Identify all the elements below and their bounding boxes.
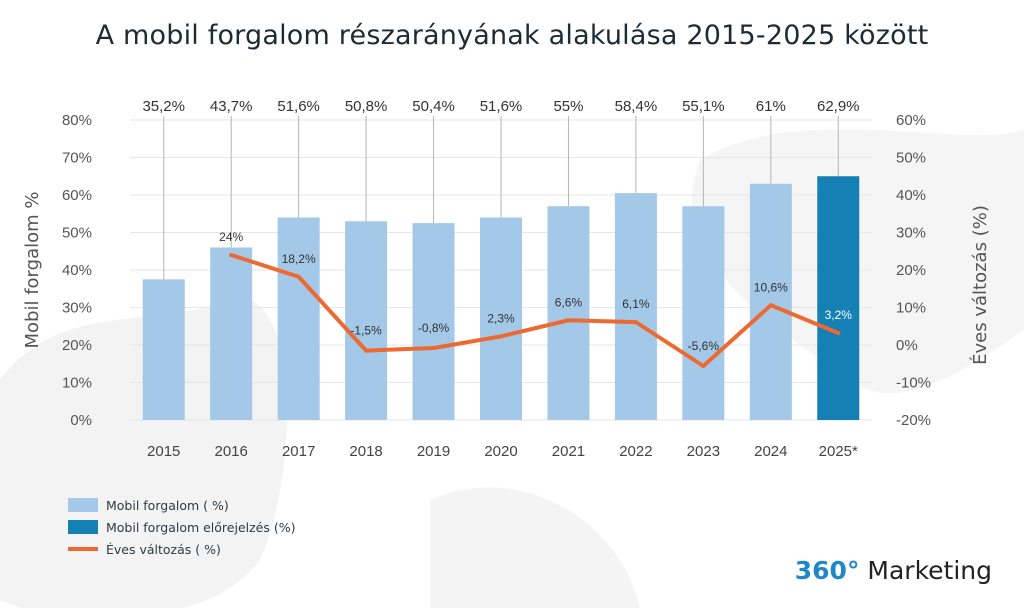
bar: [277, 217, 320, 420]
y-left-tick-label: 40%: [62, 262, 92, 279]
line-data-label: -1,5%: [350, 324, 382, 338]
bar: [142, 279, 185, 420]
x-tick-label: 2025*: [819, 443, 858, 460]
legend-swatch-bar: [68, 498, 98, 512]
y-left-tick-label: 60%: [62, 187, 92, 204]
line-data-label: -0,8%: [418, 321, 450, 335]
legend-item-change: Éves változás ( %): [68, 538, 296, 560]
bar-top-label: 43,7%: [210, 98, 253, 115]
y-right-tick-label: 60%: [896, 112, 926, 129]
bar-top-label: 61%: [756, 98, 786, 115]
x-tick-label: 2016: [214, 443, 247, 460]
x-tick-label: 2019: [417, 443, 450, 460]
legend-item-mobile: Mobil forgalom ( %): [68, 494, 296, 516]
bar: [412, 223, 455, 420]
y-left-tick-label: 30%: [62, 300, 92, 317]
legend-label: Mobil forgalom előrejelzés (%): [106, 519, 296, 535]
line-point: [296, 274, 301, 279]
bar: [210, 247, 253, 420]
y-right-tick-label: -10%: [896, 375, 931, 392]
bar: [480, 217, 522, 420]
y-left-tick-label: 0%: [70, 412, 92, 429]
y-left-tick-label: 80%: [62, 112, 92, 129]
line-data-label: 3,2%: [825, 308, 853, 322]
brand-word: Marketing: [859, 556, 992, 585]
x-tick-label: 2024: [754, 443, 787, 460]
bar-top-label: 50,4%: [412, 98, 455, 115]
y-right-tick-label: -20%: [896, 412, 931, 429]
x-tick-label: 2020: [484, 443, 517, 460]
bar-top-label: 50,8%: [345, 98, 388, 115]
x-tick-label: 2018: [349, 443, 382, 460]
line-data-label: -5,6%: [688, 339, 720, 353]
brand-number: 360°: [794, 556, 860, 585]
line-point: [633, 320, 638, 325]
y-left-tick-label: 70%: [62, 150, 92, 167]
y-left-tick-label: 50%: [62, 225, 92, 242]
y-right-tick-label: 50%: [896, 150, 926, 167]
bar: [682, 206, 725, 420]
bar-top-label: 58,4%: [615, 98, 658, 115]
line-data-label: 6,1%: [622, 297, 650, 311]
x-tick-label: 2022: [619, 443, 652, 460]
line-point: [499, 334, 503, 339]
line-point: [364, 348, 369, 353]
line-point: [701, 364, 706, 368]
x-tick-label: 2015: [147, 443, 180, 460]
line-data-label: 18,2%: [282, 252, 316, 266]
legend-swatch-forecast: [68, 520, 98, 534]
bar-top-label: 55,1%: [682, 98, 725, 115]
brand-logo: 360° Marketing: [795, 556, 992, 585]
bar-top-label: 51,6%: [277, 98, 320, 115]
line-point: [566, 318, 571, 323]
x-tick-label: 2023: [687, 443, 720, 460]
bar: [614, 193, 657, 420]
y-right-tick-label: 0%: [896, 337, 918, 354]
bar: [547, 206, 590, 420]
y-left-tick-label: 10%: [62, 375, 92, 392]
bar-top-label: 62,9%: [817, 98, 860, 115]
y-left-tick-label: 20%: [62, 337, 92, 354]
y-left-axis-label: Mobil forgalom %: [22, 192, 43, 349]
line-data-label: 6,6%: [555, 295, 583, 309]
bar: [749, 183, 792, 420]
y-right-tick-label: 30%: [896, 225, 926, 242]
y-right-tick-label: 10%: [896, 300, 926, 317]
y-right-axis-label: Éves változás (%): [969, 205, 991, 365]
legend-label: Mobil forgalom ( %): [106, 497, 229, 513]
legend: Mobil forgalom ( %) Mobil forgalom előre…: [68, 494, 296, 560]
line-point: [431, 346, 436, 350]
bar: [345, 221, 388, 420]
bar-top-label: 35,2%: [142, 98, 185, 115]
y-right-tick-label: 20%: [896, 262, 926, 279]
bar-forecast: [817, 176, 860, 420]
bar-top-label: 55%: [553, 98, 583, 115]
chart-title: A mobil forgalom részarányának alakulása…: [95, 20, 929, 51]
line-data-label: 10,6%: [754, 280, 788, 294]
line-data-label: 24%: [219, 230, 243, 244]
line-point: [768, 303, 773, 308]
legend-label: Éves változás ( %): [106, 541, 221, 557]
legend-swatch-line: [68, 547, 98, 551]
legend-item-forecast: Mobil forgalom előrejelzés (%): [68, 516, 296, 538]
x-tick-label: 2021: [552, 443, 585, 460]
line-data-label: 2,3%: [487, 311, 515, 325]
x-tick-label: 2017: [282, 443, 315, 460]
y-right-tick-label: 40%: [896, 187, 926, 204]
line-series-change: [229, 253, 841, 368]
line-point: [229, 253, 234, 257]
bar-top-label: 51,6%: [480, 98, 523, 115]
line-point: [836, 331, 841, 335]
